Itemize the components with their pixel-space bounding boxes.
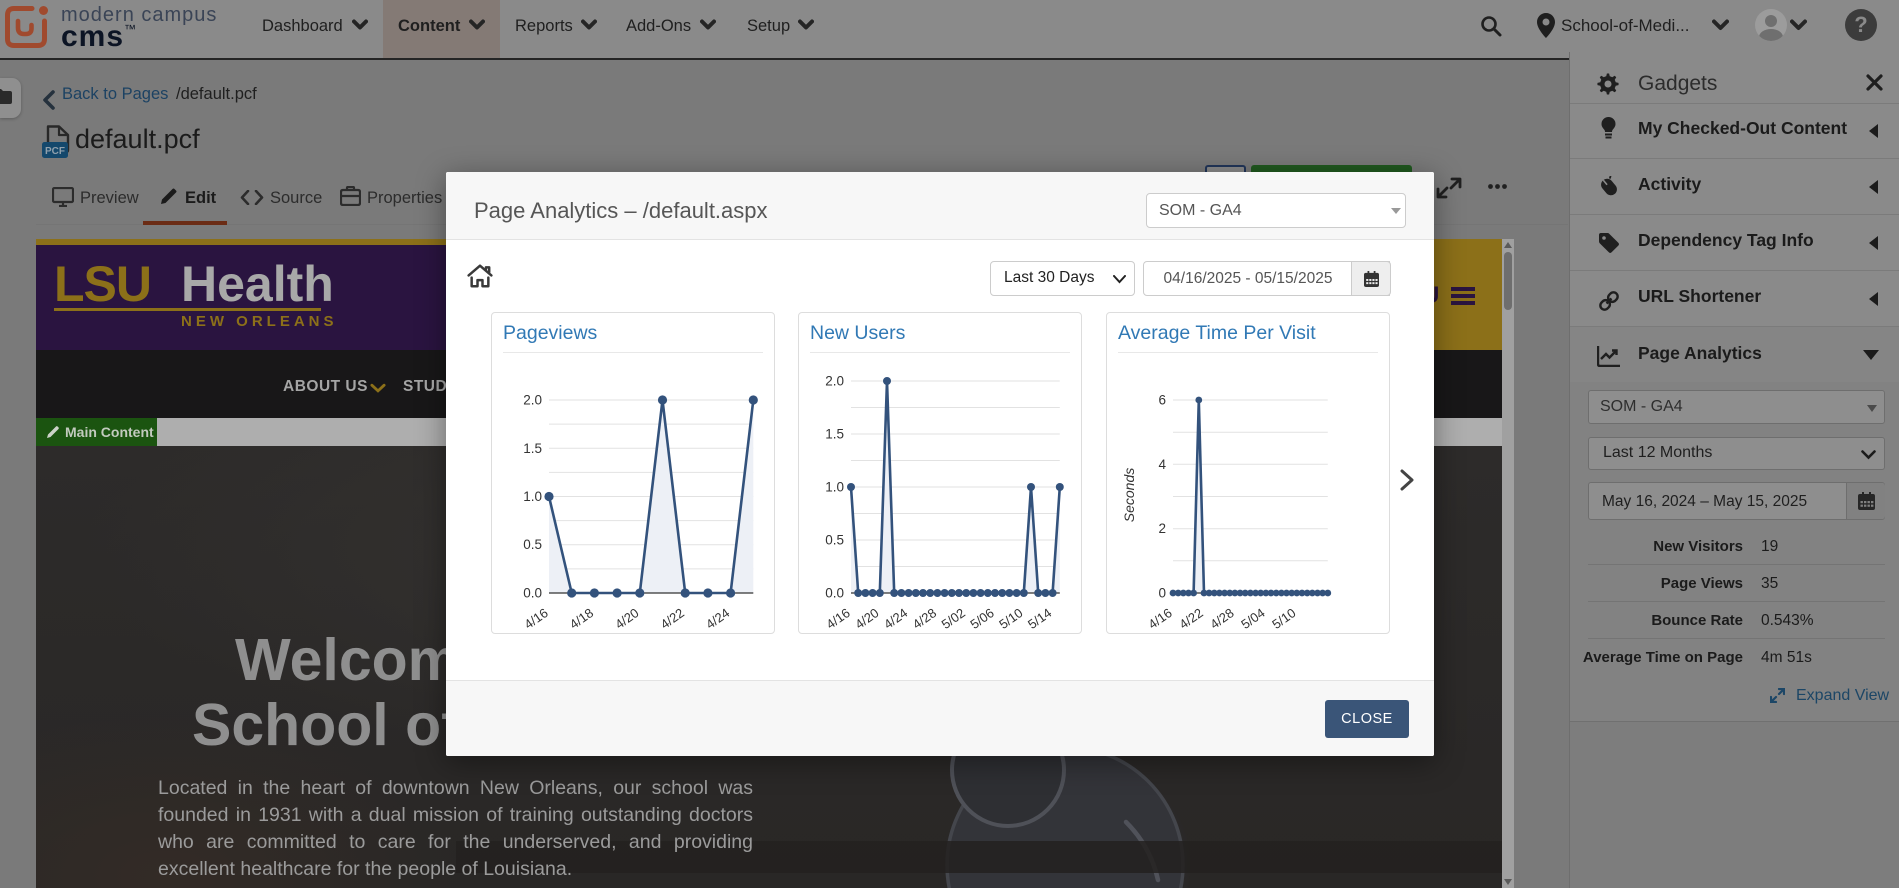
svg-text:4/16: 4/16 (521, 605, 550, 632)
svg-text:1.5: 1.5 (523, 441, 542, 456)
svg-text:4: 4 (1158, 457, 1166, 472)
svg-text:4/20: 4/20 (852, 605, 881, 632)
svg-text:0.5: 0.5 (523, 537, 542, 552)
svg-text:5/10: 5/10 (1269, 605, 1298, 632)
svg-text:2: 2 (1158, 521, 1166, 536)
svg-text:1.5: 1.5 (825, 427, 844, 442)
svg-text:4/16: 4/16 (823, 605, 852, 632)
svg-text:5/06: 5/06 (967, 605, 996, 632)
svg-text:2.0: 2.0 (523, 393, 542, 408)
svg-text:5/14: 5/14 (1025, 605, 1054, 632)
svg-text:1.0: 1.0 (523, 489, 542, 504)
svg-text:4/16: 4/16 (1145, 605, 1174, 632)
svg-text:Seconds: Seconds (1121, 468, 1137, 522)
svg-text:4/18: 4/18 (567, 605, 596, 632)
svg-text:2.0: 2.0 (825, 374, 844, 389)
svg-text:4/20: 4/20 (612, 605, 641, 632)
svg-text:1.0: 1.0 (825, 480, 844, 495)
svg-text:PCF: PCF (45, 146, 65, 157)
svg-text:4/28: 4/28 (1207, 605, 1236, 632)
svg-text:5/10: 5/10 (996, 605, 1025, 632)
svg-text:0.0: 0.0 (825, 586, 844, 601)
svg-text:6: 6 (1158, 393, 1166, 408)
svg-text:4/28: 4/28 (910, 605, 939, 632)
svg-text:4/24: 4/24 (703, 605, 732, 632)
svg-text:5/02: 5/02 (939, 605, 968, 632)
svg-text:0.5: 0.5 (825, 533, 844, 548)
svg-text:4/24: 4/24 (881, 605, 910, 632)
svg-text:4/22: 4/22 (658, 605, 687, 632)
svg-text:0: 0 (1158, 586, 1166, 601)
svg-text:4/22: 4/22 (1176, 605, 1205, 632)
svg-text:5/04: 5/04 (1238, 605, 1267, 632)
svg-text:0.0: 0.0 (523, 586, 542, 601)
